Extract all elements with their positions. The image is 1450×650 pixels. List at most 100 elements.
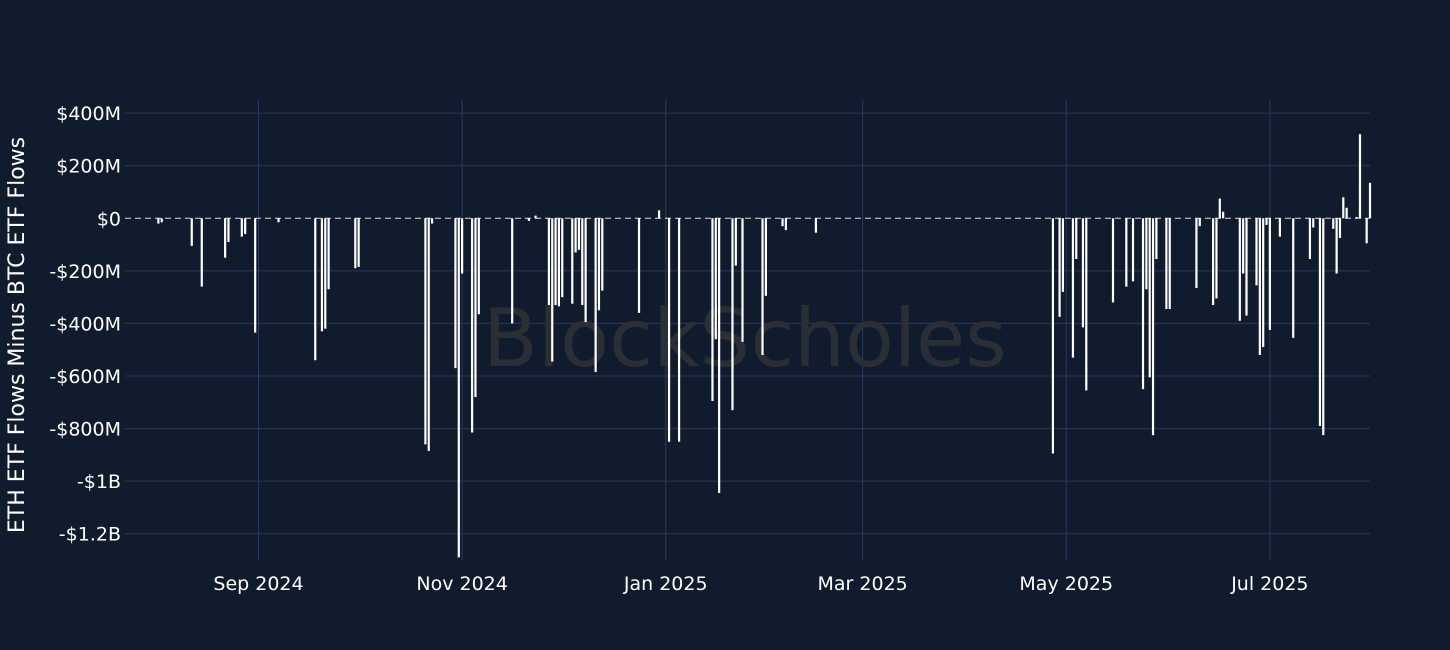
watermark-layer: BlockScholes: [483, 292, 1007, 385]
bar: [1051, 218, 1055, 454]
bar: [1195, 218, 1198, 288]
bar: [1218, 198, 1221, 219]
y-tick-label: -$800M: [49, 419, 121, 441]
bar: [1168, 218, 1171, 309]
bar: [1212, 218, 1215, 306]
bar: [1312, 218, 1315, 228]
bar: [1081, 218, 1085, 328]
bar: [1198, 218, 1201, 227]
bar: [1071, 218, 1075, 358]
y-tick-label: -$200M: [49, 261, 121, 283]
bar: [1345, 207, 1348, 219]
bar: [190, 218, 193, 246]
bar: [461, 218, 464, 274]
bar: [160, 218, 163, 223]
bar: [527, 218, 530, 221]
bar: [597, 218, 601, 311]
bar: [244, 218, 247, 235]
y-axis-label: ETH ETF Flows Minus BTC ETF Flows: [5, 137, 30, 533]
y-tick-label: -$1.2B: [59, 524, 121, 546]
bar: [1268, 218, 1271, 330]
x-tick-label: Jan 2025: [623, 573, 708, 595]
bar: [554, 218, 557, 306]
bar: [1131, 218, 1135, 282]
bar: [1342, 197, 1345, 219]
bar: [601, 218, 604, 291]
y-tick-label: $200M: [56, 156, 121, 178]
bar: [1265, 218, 1268, 225]
bar: [240, 218, 243, 237]
bar: [1258, 218, 1261, 355]
bar: [354, 218, 357, 269]
bar: [714, 218, 717, 340]
x-tick-label: Mar 2025: [818, 573, 908, 595]
bar: [761, 218, 764, 355]
bar: [1335, 218, 1338, 274]
bar: [1318, 218, 1322, 426]
bars-layer: [157, 134, 1372, 558]
bar: [424, 218, 427, 445]
bar: [637, 218, 641, 313]
y-tick-labels: $400M $200M $0 -$200M -$400M -$600M -$800M -$1B…: [49, 103, 121, 546]
bar: [1368, 182, 1372, 219]
bar: [474, 218, 477, 398]
bar: [581, 218, 584, 306]
y-tick-label: -$600M: [49, 366, 121, 388]
bar: [784, 218, 787, 231]
bar: [1322, 218, 1325, 436]
bar: [471, 218, 474, 433]
bar: [657, 210, 661, 219]
bar: [511, 218, 514, 324]
bar: [1308, 218, 1312, 260]
bar: [430, 218, 434, 224]
bar: [1365, 218, 1368, 244]
bar: [547, 218, 551, 306]
bar: [1058, 218, 1061, 317]
y-tick-label: $400M: [56, 103, 121, 125]
bar: [1242, 218, 1245, 274]
bar: [327, 218, 330, 290]
bar: [1292, 218, 1295, 338]
bar: [1165, 218, 1168, 309]
bar: [741, 218, 744, 342]
bar: [227, 218, 230, 242]
watermark: BlockScholes: [483, 292, 1007, 385]
bar: [1061, 218, 1065, 292]
x-tick-labels: Sep 2024 Nov 2024 Jan 2025 Mar 2025 May 2025…: [213, 573, 1308, 595]
bar: [1338, 218, 1342, 238]
bar: [1262, 218, 1265, 348]
bar: [224, 218, 227, 258]
bar: [1141, 218, 1145, 390]
bar: [731, 218, 734, 411]
bar: [1278, 218, 1281, 237]
bar: [561, 218, 564, 298]
bar: [1245, 218, 1248, 316]
bar: [200, 218, 203, 287]
bar: [1145, 218, 1148, 290]
bar: [277, 218, 280, 223]
bar: [814, 218, 818, 233]
bar: [1355, 216, 1358, 219]
x-tick-label: May 2025: [1019, 573, 1113, 595]
bar: [457, 218, 460, 558]
bar: [764, 218, 767, 296]
bar: [551, 218, 554, 362]
x-tick-label: Sep 2024: [213, 573, 303, 595]
bar: [454, 218, 457, 369]
x-tick-label: Nov 2024: [416, 573, 507, 595]
bar: [1151, 218, 1155, 436]
bar: [1075, 218, 1078, 260]
bar: [427, 218, 430, 451]
y-tick-label: $0: [97, 208, 121, 230]
bar: [557, 218, 561, 307]
bar: [1111, 218, 1115, 303]
bar: [1238, 218, 1241, 321]
bar: [254, 218, 257, 333]
bar: [571, 218, 574, 304]
y-tick-label: -$400M: [49, 313, 121, 335]
bar: [667, 218, 671, 442]
bar: [1155, 218, 1158, 260]
bar: [534, 215, 537, 219]
